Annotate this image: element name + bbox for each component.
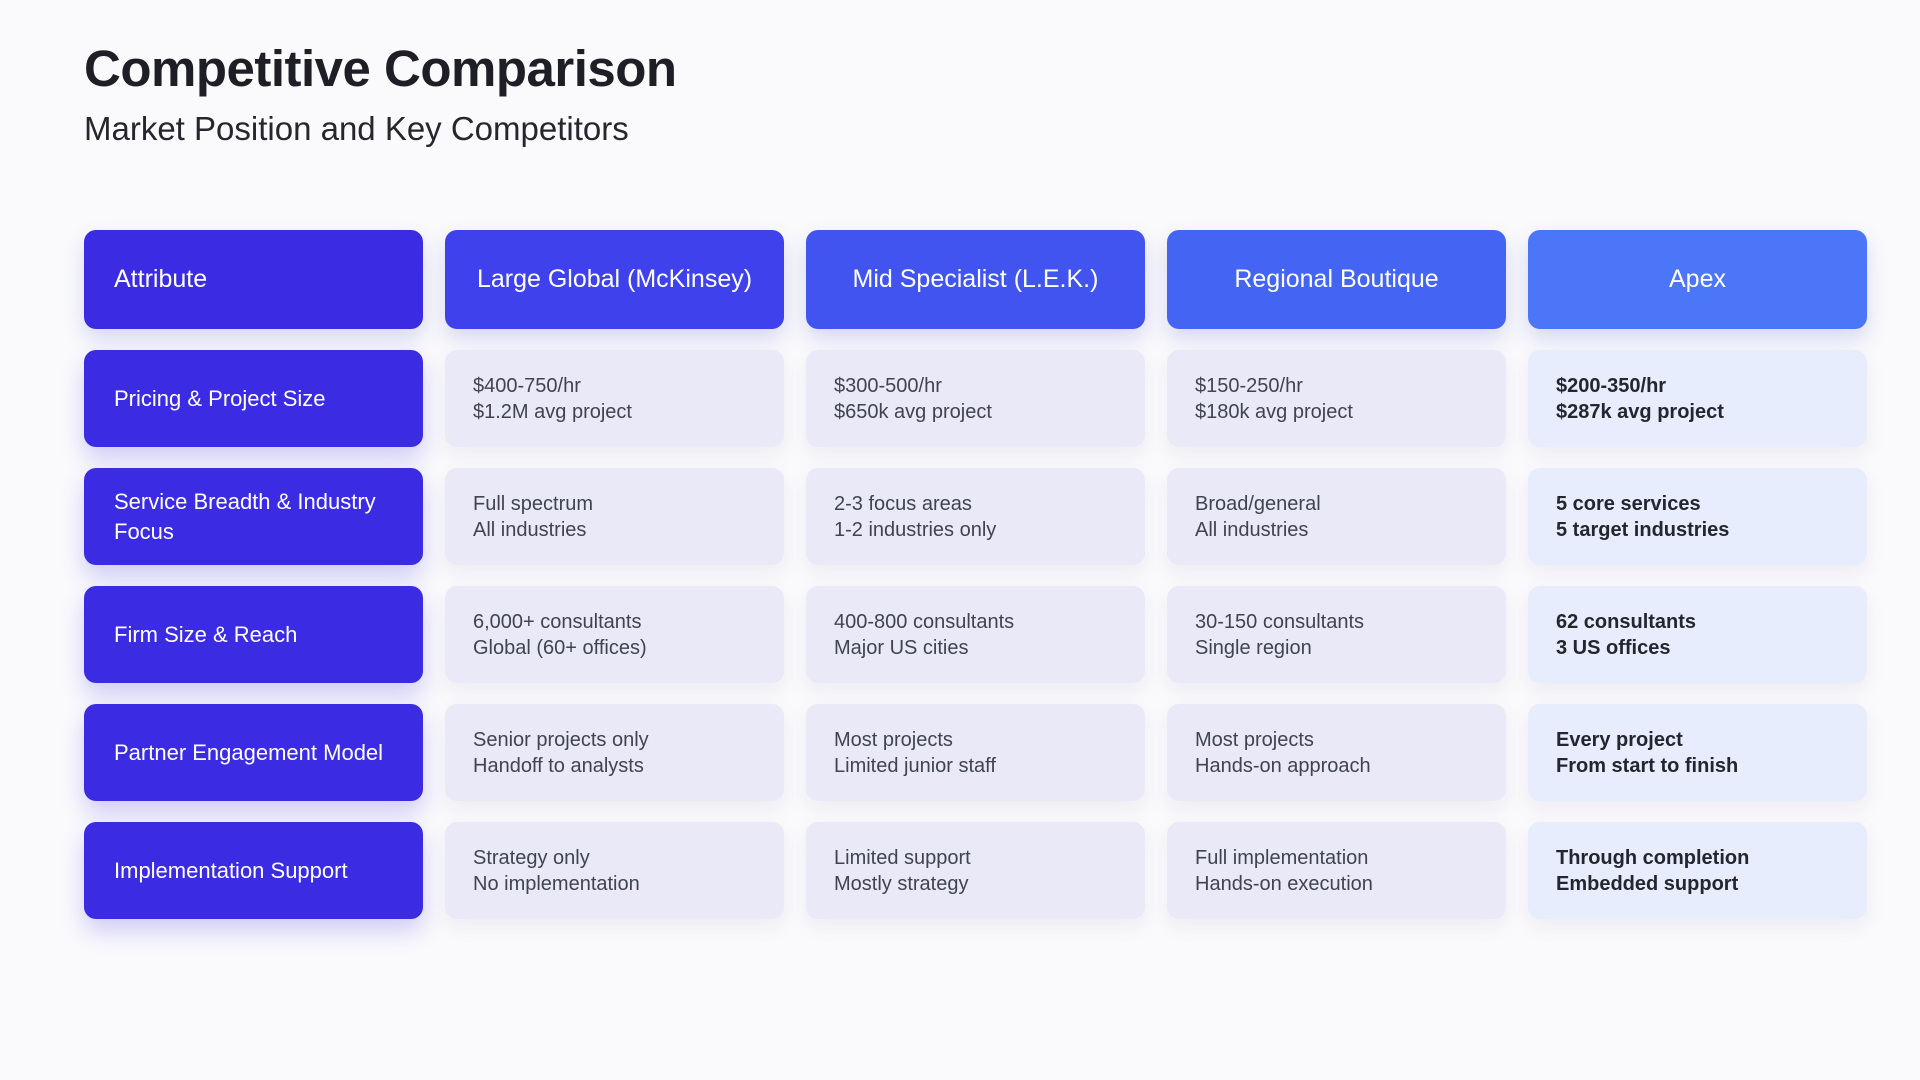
comparison-table: Attribute Large Global (McKinsey) Mid Sp… bbox=[84, 230, 1867, 919]
cell-line-2: Handoff to analysts bbox=[473, 754, 644, 777]
cell-line-2: From start to finish bbox=[1556, 754, 1739, 777]
cell-line-1: $200-350/hr bbox=[1556, 374, 1667, 397]
data-cell: 30-150 consultants Single region bbox=[1167, 586, 1506, 683]
cell-line-1: 62 consultants bbox=[1556, 610, 1697, 633]
data-cell: 2-3 focus areas 1-2 industries only bbox=[806, 468, 1145, 565]
cell-line-2: 5 target industries bbox=[1556, 518, 1730, 541]
page-subtitle: Market Position and Key Competitors bbox=[84, 109, 629, 147]
data-cell: Full implementation Hands-on execution bbox=[1167, 822, 1506, 919]
cell-line-1: 2-3 focus areas bbox=[834, 492, 972, 515]
data-cell: $300-500/hr $650k avg project bbox=[806, 350, 1145, 447]
cell-line-2: Limited junior staff bbox=[834, 754, 996, 777]
row-header-pricing: Pricing & Project Size bbox=[84, 350, 423, 447]
cell-line-2: $1.2M avg project bbox=[473, 400, 632, 423]
data-cell-apex: Through completion Embedded support bbox=[1528, 822, 1867, 919]
data-cell: Senior projects only Handoff to analysts bbox=[445, 704, 784, 801]
cell-line-2: Single region bbox=[1195, 636, 1312, 659]
cell-line-1: 30-150 consultants bbox=[1195, 610, 1365, 633]
data-cell-apex: $200-350/hr $287k avg project bbox=[1528, 350, 1867, 447]
column-header-large-global: Large Global (McKinsey) bbox=[445, 230, 784, 329]
slide-header: Competitive Comparison Market Position a… bbox=[84, 40, 677, 148]
row-header-firm-size: Firm Size & Reach bbox=[84, 586, 423, 683]
data-cell-apex: 5 core services 5 target industries bbox=[1528, 468, 1867, 565]
column-header-attribute: Attribute bbox=[84, 230, 423, 329]
cell-line-1: Limited support bbox=[834, 846, 971, 869]
cell-line-2: Mostly strategy bbox=[834, 872, 969, 895]
cell-line-2: 3 US offices bbox=[1556, 636, 1671, 659]
cell-line-2: Global (60+ offices) bbox=[473, 636, 647, 659]
data-cell: Strategy only No implementation bbox=[445, 822, 784, 919]
cell-line-2: Embedded support bbox=[1556, 872, 1739, 895]
cell-line-2: Hands-on approach bbox=[1195, 754, 1371, 777]
data-cell: Most projects Limited junior staff bbox=[806, 704, 1145, 801]
cell-line-1: Through completion bbox=[1556, 846, 1750, 869]
cell-line-1: $150-250/hr bbox=[1195, 374, 1303, 397]
cell-line-1: 5 core services bbox=[1556, 492, 1701, 515]
row-header-partner-engagement: Partner Engagement Model bbox=[84, 704, 423, 801]
data-cell: Full spectrum All industries bbox=[445, 468, 784, 565]
data-cell-apex: Every project From start to finish bbox=[1528, 704, 1867, 801]
column-header-apex: Apex bbox=[1528, 230, 1867, 329]
cell-line-2: $287k avg project bbox=[1556, 400, 1724, 423]
data-cell: 400-800 consultants Major US cities bbox=[806, 586, 1145, 683]
cell-line-2: Hands-on execution bbox=[1195, 872, 1373, 895]
cell-line-1: Strategy only bbox=[473, 846, 590, 869]
cell-line-2: No implementation bbox=[473, 872, 640, 895]
cell-line-1: Most projects bbox=[1195, 728, 1314, 751]
cell-line-1: 400-800 consultants bbox=[834, 610, 1015, 633]
data-cell: Limited support Mostly strategy bbox=[806, 822, 1145, 919]
cell-line-1: Most projects bbox=[834, 728, 953, 751]
data-cell-apex: 62 consultants 3 US offices bbox=[1528, 586, 1867, 683]
cell-line-2: All industries bbox=[1195, 518, 1309, 541]
cell-line-1: Every project bbox=[1556, 728, 1683, 751]
row-header-service-breadth: Service Breadth & Industry Focus bbox=[84, 468, 423, 565]
data-cell: 6,000+ consultants Global (60+ offices) bbox=[445, 586, 784, 683]
cell-line-2: $650k avg project bbox=[834, 400, 992, 423]
data-cell: $400-750/hr $1.2M avg project bbox=[445, 350, 784, 447]
data-cell: Most projects Hands-on approach bbox=[1167, 704, 1506, 801]
page-title: Competitive Comparison bbox=[84, 40, 677, 97]
cell-line-2: Major US cities bbox=[834, 636, 969, 659]
cell-line-2: All industries bbox=[473, 518, 587, 541]
cell-line-1: $400-750/hr bbox=[473, 374, 581, 397]
cell-line-1: Full implementation bbox=[1195, 846, 1369, 869]
cell-line-1: 6,000+ consultants bbox=[473, 610, 642, 633]
data-cell: Broad/general All industries bbox=[1167, 468, 1506, 565]
cell-line-1: $300-500/hr bbox=[834, 374, 942, 397]
column-header-regional-boutique: Regional Boutique bbox=[1167, 230, 1506, 329]
cell-line-2: 1-2 industries only bbox=[834, 518, 997, 541]
data-cell: $150-250/hr $180k avg project bbox=[1167, 350, 1506, 447]
cell-line-2: $180k avg project bbox=[1195, 400, 1353, 423]
cell-line-1: Senior projects only bbox=[473, 728, 649, 751]
row-header-implementation: Implementation Support bbox=[84, 822, 423, 919]
cell-line-1: Full spectrum bbox=[473, 492, 594, 515]
column-header-mid-specialist: Mid Specialist (L.E.K.) bbox=[806, 230, 1145, 329]
cell-line-1: Broad/general bbox=[1195, 492, 1321, 515]
